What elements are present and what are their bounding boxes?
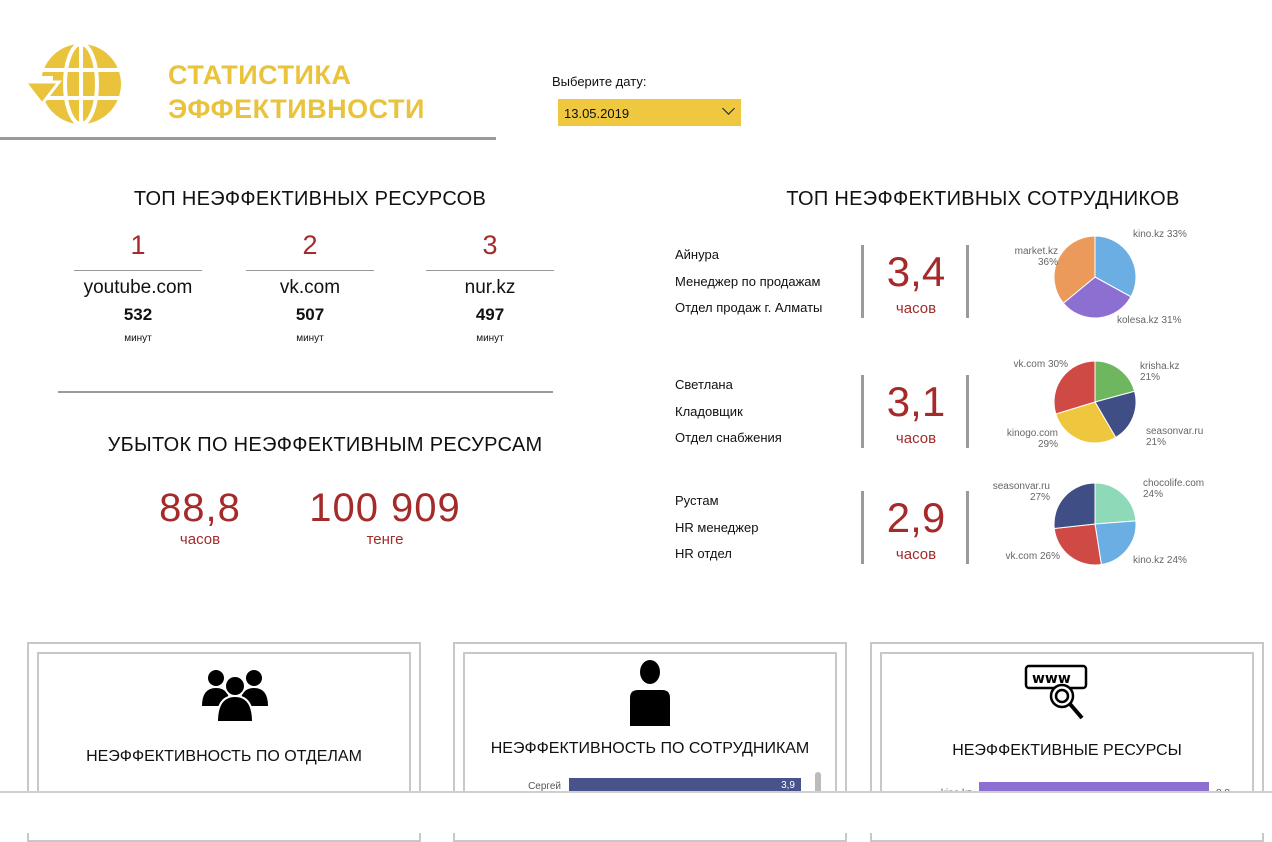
pie-slice-kino-kz[interactable] xyxy=(1094,235,1137,298)
section-divider xyxy=(58,391,553,393)
page-bottom xyxy=(0,793,1272,833)
employee-hours: 2,9 часов xyxy=(886,494,946,563)
date-dropdown[interactable]: 13.05.2019 xyxy=(558,99,741,126)
divider xyxy=(966,245,969,318)
pie-label: kolesa.kz 31% xyxy=(1117,315,1182,326)
pie-label: kinogo.com 29% xyxy=(1006,428,1058,450)
loss-title: УБЫТОК ПО НЕЭФФЕКТИВНЫМ РЕСУРСАМ xyxy=(107,434,543,456)
pie-charts xyxy=(1053,235,1137,566)
employee-info: Рустам HR менеджер HR отдел xyxy=(675,493,759,561)
header-divider xyxy=(0,137,496,140)
pie-label: market.kz 36% xyxy=(1014,246,1058,268)
pie-label: seasonvar.ru 27% xyxy=(992,481,1050,503)
divider xyxy=(966,491,969,564)
pie-slice-krisha-kz[interactable] xyxy=(1094,360,1136,403)
pie-slice-market-kz[interactable] xyxy=(1053,235,1096,304)
pie-percent: 36% xyxy=(1037,257,1058,268)
person-icon xyxy=(630,660,670,731)
pie-label: krisha.kz 21% xyxy=(1140,361,1180,383)
card-title: НЕЭФФЕКТИВНЫЕ РЕСУРСЫ xyxy=(952,742,1182,759)
group-icon xyxy=(202,666,268,727)
date-label: Выберите дату: xyxy=(552,74,647,89)
pie-label: kino.kz 24% xyxy=(1133,555,1187,566)
pie-percent: 26% xyxy=(1039,551,1060,562)
employee-info: Айнура Менеджер по продажам Отдел продаж г… xyxy=(675,247,823,315)
divider xyxy=(861,491,864,564)
divider xyxy=(861,245,864,318)
employee-bar[interactable]: 3,9 xyxy=(569,778,801,794)
pie-label: chocolife.com 24% xyxy=(1143,478,1205,500)
resource-rank-3: 3 nur.kz 497 минут xyxy=(426,230,554,344)
bar-value: 3,9 xyxy=(781,780,795,791)
resource-rank-1: 1 youtube.com 532 минут xyxy=(74,230,202,344)
employee-hours: 3,4 часов xyxy=(886,248,946,317)
pie-percent: 33% xyxy=(1166,229,1187,240)
pie-slice-kinogo-com[interactable] xyxy=(1055,401,1117,444)
bar-label: Сергей xyxy=(528,781,561,792)
pie-percent: 24% xyxy=(1143,489,1164,500)
top-resources-title: ТОП НЕЭФФЕКТИВНЫХ РЕСУРСОВ xyxy=(133,188,487,210)
employee-hours: 3,1 часов xyxy=(886,378,946,447)
pie-label: vk.com 30% xyxy=(1013,359,1068,370)
card-title: НЕЭФФЕКТИВНОСТЬ ПО ОТДЕЛАМ xyxy=(86,748,362,765)
www-search-icon: www xyxy=(1024,662,1090,729)
pie-slice-seasonvar-ru[interactable] xyxy=(1094,390,1137,439)
pie-percent: 31% xyxy=(1161,315,1182,326)
employee-info: Светлана Кладовщик Отдел снабжения xyxy=(675,377,782,445)
svg-text:www: www xyxy=(1032,671,1071,687)
pie-percent: 21% xyxy=(1146,437,1167,448)
top-employees-title: ТОП НЕЭФФЕКТИВНЫХ СОТРУДНИКОВ xyxy=(786,188,1180,210)
divider xyxy=(966,375,969,448)
pie-percent: 21% xyxy=(1140,372,1161,383)
logo-globe-icon xyxy=(21,42,123,135)
bottom-divider xyxy=(0,791,1272,793)
pie-slice-seasonvar-ru[interactable] xyxy=(1053,482,1096,530)
pie-slice-vk-com[interactable] xyxy=(1053,360,1096,415)
page-title: СТАТИСТИКА ЭФФЕКТИВНОСТИ xyxy=(168,60,425,124)
pie-slice-kolesa-kz[interactable] xyxy=(1062,276,1132,319)
resource-rank-2: 2 vk.com 507 минут xyxy=(246,230,374,344)
pie-label: vk.com 26% xyxy=(1005,551,1060,562)
pie-percent: 30% xyxy=(1047,359,1068,370)
pie-percent: 27% xyxy=(1029,492,1050,503)
pie-slice-kino-kz[interactable] xyxy=(1094,520,1137,566)
pie-slice-vk-com[interactable] xyxy=(1053,523,1102,566)
card-title: НЕЭФФЕКТИВНОСТЬ ПО СОТРУДНИКАМ xyxy=(490,740,810,757)
pie-label: seasonvar.ru 21% xyxy=(1146,426,1204,448)
loss-hours: 88,8 часов xyxy=(159,486,241,548)
loss-money: 100 909 тенге xyxy=(309,486,461,548)
pie-slice-chocolife-com[interactable] xyxy=(1094,482,1137,525)
divider xyxy=(861,375,864,448)
pie-percent: 29% xyxy=(1037,439,1058,450)
date-value: 13.05.2019 xyxy=(564,106,630,121)
pie-percent: 24% xyxy=(1166,555,1187,566)
pie-label: kino.kz 33% xyxy=(1133,229,1187,240)
